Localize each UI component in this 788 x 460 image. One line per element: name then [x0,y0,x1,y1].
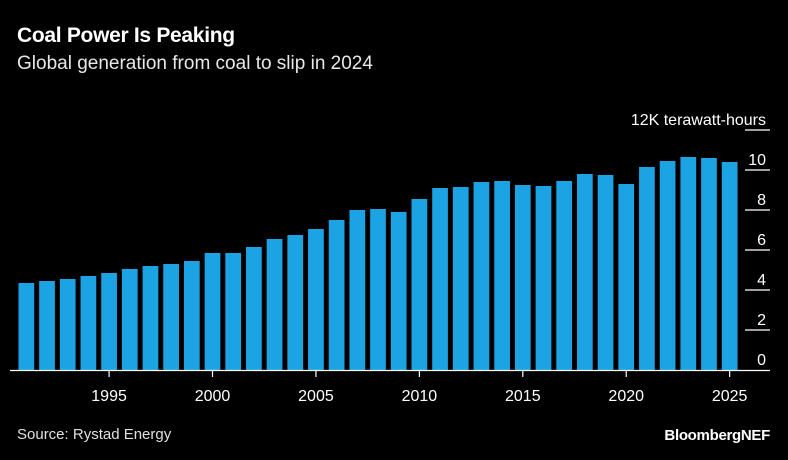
bar-1998 [163,264,179,370]
x-axis: 1995 2000 2005 2010 2015 2020 2025 [10,369,770,405]
y-tick-label: 0 [757,352,766,369]
y-axis: 0 2 4 6 8 10 12K terawatt-hours [631,112,770,369]
bar-2023 [680,157,697,370]
bar-2009 [390,212,407,370]
bar-2000 [204,253,221,370]
bar-1996 [121,269,138,370]
brand-logo: BloombergNEF [664,427,770,444]
bar-1991 [18,283,35,370]
bar-chart: 1995 2000 2005 2010 2015 2020 2025 0 2 4 6 8 10 12K … [10,112,770,405]
bar-2021 [639,167,655,370]
bar-2020 [618,184,635,370]
x-tick-label: 1995 [91,388,127,405]
x-tick-label: 2000 [195,388,231,405]
bar-2022 [659,161,676,370]
bar-2013 [473,182,490,370]
y-axis-unit-label: 12K terawatt-hours [631,112,766,129]
bar-2015 [514,185,531,370]
bar-2005 [308,229,324,370]
x-tick-label: 2010 [402,388,438,405]
bar-2010 [411,199,428,370]
chart-subtitle: Global generation from coal to slip in 2… [17,53,373,74]
bar-2014 [494,181,510,370]
bar-2011 [432,188,448,370]
bar-1994 [80,276,97,370]
x-tick-label: 2025 [712,388,748,405]
bar-2001 [225,253,242,370]
bar-2002 [246,247,262,370]
y-tick-label: 6 [757,232,766,249]
bar-1995 [101,273,117,370]
bar-2007 [349,210,366,370]
y-tick-label: 4 [757,272,766,289]
bar-1997 [142,266,159,370]
bar-1993 [59,279,76,370]
x-tick-label: 2020 [608,388,644,405]
bars-layer [18,157,738,370]
bar-1992 [39,281,55,370]
bar-2006 [328,220,345,370]
y-tick-label: 10 [748,152,766,169]
bar-2025 [721,162,738,370]
bar-2016 [535,186,552,370]
y-tick-label: 2 [757,312,766,329]
bar-2008 [370,209,386,370]
bar-2024 [701,158,717,370]
x-tick-label: 2005 [298,388,334,405]
bar-2012 [452,187,469,370]
source-note: Source: Rystad Energy [17,426,172,443]
bar-2003 [266,239,283,370]
bar-2019 [597,175,614,370]
y-tick-label: 8 [757,192,766,209]
chart-title: Coal Power Is Peaking [17,24,235,47]
x-tick-label: 2015 [505,388,541,405]
bar-1999 [183,261,200,370]
bar-2018 [577,174,593,370]
bar-2017 [556,181,573,370]
bar-2004 [287,235,304,370]
